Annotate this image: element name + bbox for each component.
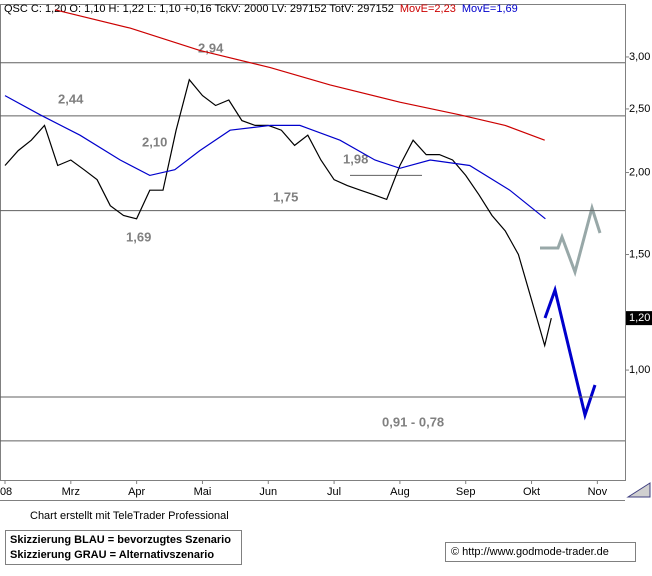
note-box [5,530,242,565]
y-tick-label: 1,50 [629,248,650,260]
x-tick-label: Jul [327,486,341,498]
x-tick-label: '08 [0,486,12,498]
legend-entry: MovE=2,23 [400,3,456,15]
annotation: 2,44 [58,91,84,106]
last-value-box [626,311,652,326]
x-tick-label: Mai [194,486,212,498]
x-tick-label: Aug [390,486,410,498]
annotation: 0,91 - 0,78 [382,414,444,429]
gray-scenario [540,202,602,277]
copyright-box [445,542,636,562]
annotation: 1,98 [343,151,368,166]
credit: Chart erstellt mit TeleTrader Profession… [30,510,229,522]
copyright: © http://www.godmode-trader.de [451,546,609,558]
note-gray: Skizzierung GRAU = Alternativszenario [10,549,214,561]
annotation: 1,69 [126,229,151,244]
x-tick-label: Mrz [62,486,80,498]
x-tick-label: Apr [128,486,145,498]
last-value-label: 1,20 [629,312,650,324]
x-tick-label: Jun [259,486,277,498]
x-tick-label: Okt [523,486,540,498]
note-blue: Skizzierung BLAU = bevorzugtes Szenario [10,534,231,546]
y-tick-label: 2,00 [629,166,650,178]
series-line [4,95,546,220]
series-line [4,78,552,348]
annotation: 2,10 [142,134,167,149]
y-tick-label: 1,00 [629,364,650,376]
scroll-icon[interactable] [626,482,651,498]
plot-frame [0,4,626,481]
y-tick-label: 3,00 [629,51,650,63]
y-tick-label: 2,50 [629,103,650,115]
x-tick-label: Nov [588,486,608,498]
blue-scenario [543,284,597,421]
legend-entry: MovE=1,69 [462,3,518,15]
header: QSC C: 1,20 O: 1,10 H: 1,22 L: 1,10 +0,1… [4,3,518,15]
annotation: 1,75 [273,189,298,204]
x-tick-label: Sep [456,486,476,498]
series-line [54,9,545,141]
